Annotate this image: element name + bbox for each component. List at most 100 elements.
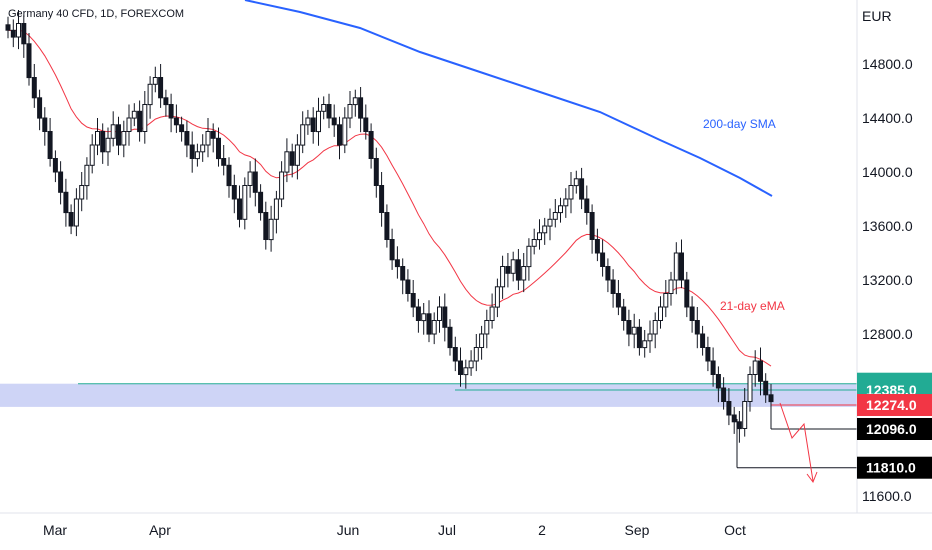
candle-body	[447, 326, 453, 349]
candle-body	[100, 131, 106, 153]
candle-body	[152, 77, 158, 85]
candle-body	[52, 158, 58, 173]
candle-body	[95, 131, 100, 146]
candle-body	[316, 110, 321, 133]
candle-body	[279, 171, 285, 200]
candle-body	[284, 151, 290, 173]
candle-body	[537, 232, 542, 241]
chart-title: Germany 40 CFD, 1D, FOREXCOM	[8, 8, 184, 20]
candle-body	[521, 266, 527, 281]
candle-body	[205, 131, 211, 146]
candle-body	[147, 83, 153, 106]
candle-body	[347, 104, 353, 119]
price-badge: 11810.0	[857, 456, 932, 479]
candle-body	[58, 171, 64, 193]
candle-body	[673, 252, 679, 281]
candle-body	[200, 144, 206, 153]
candle-body	[263, 212, 269, 240]
candle-body	[715, 374, 721, 389]
candle-body	[10, 29, 16, 38]
candle-body	[442, 306, 448, 328]
candle-body	[731, 414, 737, 423]
candle-body	[579, 178, 585, 200]
candle-body	[684, 279, 690, 308]
candle-body	[373, 158, 379, 186]
x-tick-label: Jul	[438, 522, 456, 538]
candle-body	[410, 293, 416, 308]
candle-body	[210, 131, 216, 139]
candle-body	[636, 326, 642, 349]
candle-body	[331, 117, 337, 126]
candle-body	[26, 43, 32, 79]
candle-body	[763, 380, 769, 396]
candle-body	[184, 131, 190, 146]
candle-body	[747, 374, 753, 402]
candle-body	[526, 245, 532, 268]
candle-body	[294, 144, 300, 166]
price-badge-bg	[857, 456, 932, 479]
projection-arrow[interactable]	[779, 402, 814, 482]
price-badge-label: 11810.0	[866, 460, 916, 476]
candle-body	[368, 131, 374, 159]
x-tick-label: 2	[538, 522, 546, 538]
candle-body	[705, 347, 711, 362]
candle-body	[494, 286, 500, 308]
candle-body	[542, 225, 548, 234]
y-tick-label: 12800.0	[862, 326, 913, 342]
candle-body	[605, 266, 611, 281]
candle-body	[547, 218, 553, 227]
candle-body	[37, 97, 43, 119]
candle-body	[610, 279, 616, 294]
candle-body	[679, 252, 684, 281]
candle-body	[500, 266, 506, 288]
candle-body	[658, 306, 663, 321]
candle-body	[515, 259, 521, 281]
candle-body	[489, 306, 495, 321]
candle-body	[358, 97, 364, 119]
candle-body	[68, 212, 74, 227]
candle-body	[226, 164, 232, 187]
candle-body	[594, 239, 600, 254]
candle-body	[742, 401, 748, 429]
candle-body	[573, 178, 579, 187]
ema-21-line[interactable]	[7, 29, 772, 367]
candle-body	[473, 347, 479, 362]
sma-200-line[interactable]	[244, 0, 773, 197]
candle-body	[21, 23, 27, 45]
candle-body	[79, 185, 85, 200]
candle-body	[652, 320, 658, 335]
arrow-head	[806, 471, 818, 484]
candle-body	[647, 333, 653, 342]
candle-body	[479, 333, 485, 348]
candle-body	[352, 97, 358, 106]
candle-body	[84, 164, 90, 187]
currency-label: EUR	[862, 8, 892, 24]
candle-body	[384, 212, 390, 240]
candle-body	[231, 185, 237, 200]
candle-body	[463, 367, 469, 376]
candle-body	[305, 117, 311, 126]
price-badge-bg	[857, 418, 932, 440]
candle-body	[584, 198, 590, 213]
candle-body	[437, 306, 442, 321]
candle-body	[405, 279, 411, 294]
price-badge-bg	[857, 394, 932, 416]
candle-body	[663, 293, 669, 308]
candle-body	[221, 158, 227, 166]
y-tick-label: 11600.0	[862, 488, 912, 504]
candle-body	[47, 131, 53, 159]
candle-body	[510, 259, 516, 274]
candle-body	[379, 185, 385, 213]
candle-body	[431, 320, 437, 335]
candle-body	[600, 252, 606, 267]
x-tick-label: Oct	[724, 522, 746, 538]
candle-body	[468, 360, 474, 369]
candle-body	[73, 198, 79, 227]
candle-body	[452, 347, 458, 362]
candle-body	[752, 360, 758, 375]
price-badge-label: 12274.0	[866, 397, 917, 413]
price-badge-label: 12096.0	[866, 421, 917, 437]
candle-body	[484, 320, 490, 335]
candle-body	[116, 124, 121, 146]
